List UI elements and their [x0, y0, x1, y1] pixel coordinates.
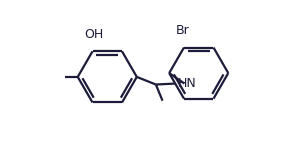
Text: Br: Br — [176, 24, 190, 37]
Text: HN: HN — [178, 77, 196, 90]
Text: OH: OH — [84, 28, 103, 41]
